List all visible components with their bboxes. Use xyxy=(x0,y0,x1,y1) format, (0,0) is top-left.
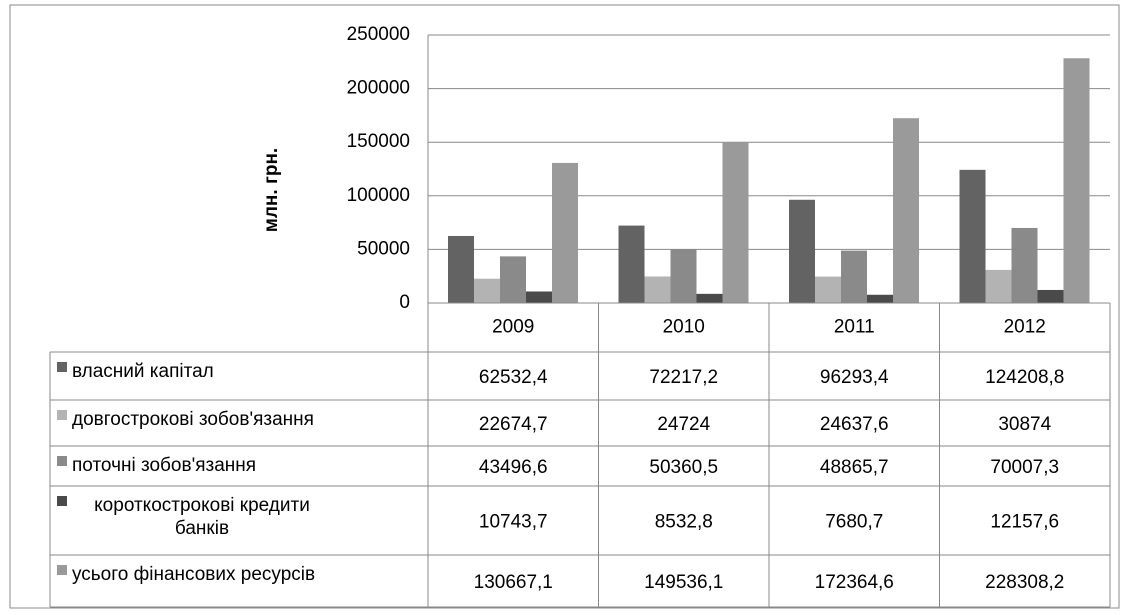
x-tick-label: 2010 xyxy=(663,317,705,338)
table-value: 7680,7 xyxy=(825,512,883,533)
bar xyxy=(618,225,645,303)
y-tick-label: 50000 xyxy=(357,238,410,259)
table-value: 62532,4 xyxy=(479,367,548,388)
legend-label-box: довгострокові зобов'язання xyxy=(72,409,314,430)
legend-key xyxy=(57,456,67,466)
legend-key xyxy=(57,496,67,506)
legend-key xyxy=(57,565,67,575)
table-value: 70007,3 xyxy=(990,457,1059,478)
y-tick-label: 250000 xyxy=(347,24,410,45)
x-tick-label: 2012 xyxy=(1004,317,1046,338)
table-value: 149536,1 xyxy=(644,572,723,593)
table-value: 43496,6 xyxy=(479,457,548,478)
table-value: 24724 xyxy=(657,414,710,435)
table-value: 8532,8 xyxy=(655,512,713,533)
y-axis-label: млн. грн. xyxy=(261,148,282,232)
legend-label: поточні зобов'язання xyxy=(72,455,257,476)
x-tick-label: 2009 xyxy=(492,317,534,338)
legend-label-box: короткострокові кредити банків xyxy=(94,495,310,539)
bar xyxy=(841,250,867,303)
legend-label: усього фінансових ресурсів xyxy=(72,564,316,585)
bar xyxy=(1037,289,1064,303)
bar xyxy=(867,294,893,303)
bar xyxy=(474,278,500,303)
bar xyxy=(789,199,815,303)
legend-key xyxy=(57,410,67,420)
table-value: 124208,8 xyxy=(985,367,1064,388)
legend-label: короткострокові кредити банків xyxy=(94,495,310,539)
table-value: 48865,7 xyxy=(820,457,889,478)
bar xyxy=(959,169,986,303)
bar xyxy=(696,293,723,303)
table-value: 72217,2 xyxy=(649,367,718,388)
table-value: 172364,6 xyxy=(815,572,894,593)
bar xyxy=(1011,227,1038,303)
table-value: 50360,5 xyxy=(649,457,718,478)
bar xyxy=(500,256,526,303)
chart-border xyxy=(9,4,1120,609)
legend-label-box: поточні зобов'язання xyxy=(72,455,257,476)
table-value: 12157,6 xyxy=(990,512,1059,533)
x-tick-label: 2011 xyxy=(834,317,875,338)
bar xyxy=(893,118,919,303)
legend-label: довгострокові зобов'язання xyxy=(72,409,314,430)
legend-label-box: усього фінансових ресурсів xyxy=(72,564,316,585)
legend-key xyxy=(57,362,67,372)
table-value: 22674,7 xyxy=(479,414,548,435)
bar xyxy=(526,291,552,303)
bar xyxy=(722,142,749,303)
bar xyxy=(815,276,841,303)
table-value: 30874 xyxy=(998,414,1051,435)
bar xyxy=(1063,58,1090,304)
table-value: 24637,6 xyxy=(820,414,889,435)
bar xyxy=(670,249,697,303)
bar xyxy=(644,276,671,303)
y-tick-label: 100000 xyxy=(347,185,410,206)
legend-label-box: власний капітал xyxy=(72,361,214,382)
bar xyxy=(448,235,474,303)
bar xyxy=(985,269,1012,303)
table-value: 10743,7 xyxy=(479,512,548,533)
y-tick-label: 150000 xyxy=(347,131,410,152)
y-tick-label: 0 xyxy=(399,292,410,313)
table-value: 228308,2 xyxy=(985,572,1064,593)
table-value: 96293,4 xyxy=(820,367,889,388)
table-value: 130667,1 xyxy=(474,572,553,593)
legend-label: власний капітал xyxy=(72,361,214,382)
bar xyxy=(552,162,578,303)
y-tick-label: 200000 xyxy=(347,78,410,99)
